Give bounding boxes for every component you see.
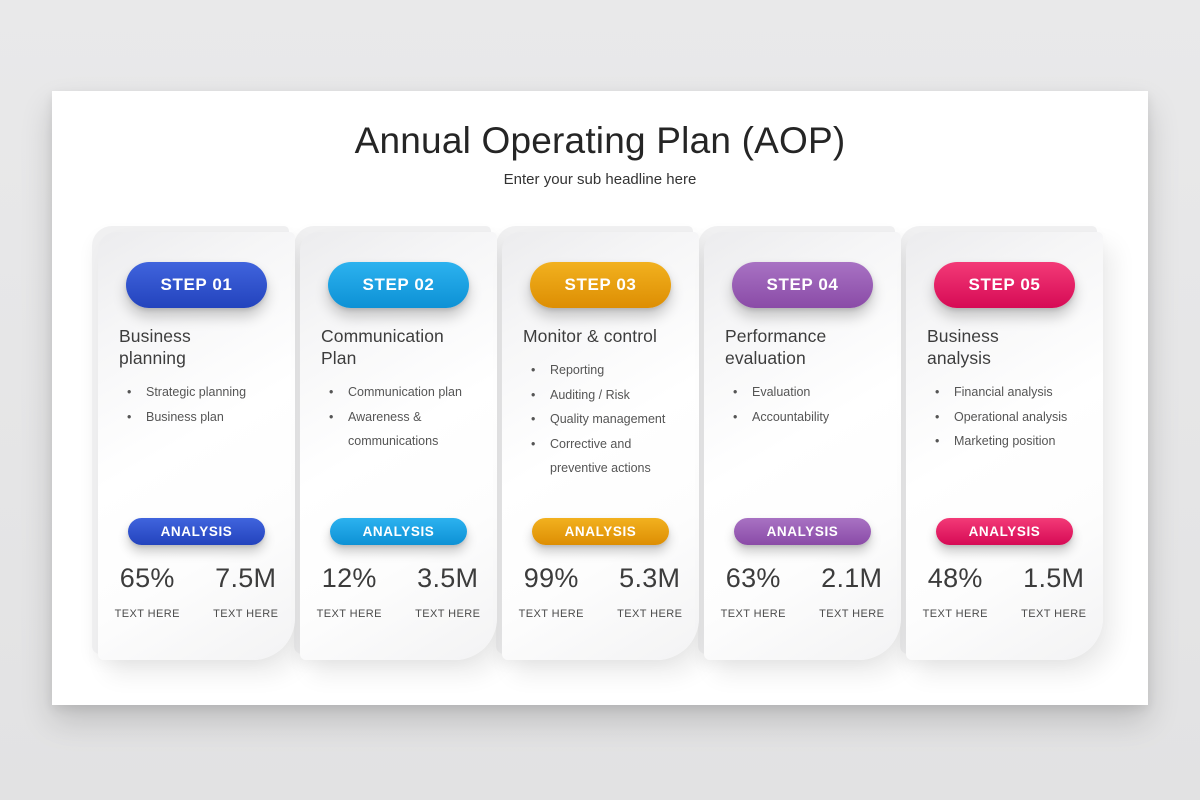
- bullet-item: Communication plan: [300, 380, 497, 405]
- step-badge-label: STEP 03: [564, 275, 637, 294]
- analysis-badge-label: ANALYSIS: [766, 524, 839, 539]
- step-title: Communication Plan: [321, 326, 444, 368]
- step-card-02: STEP 02 Communication Plan Communication…: [300, 232, 497, 660]
- step-title: Monitor & control: [523, 326, 657, 346]
- metric: 48% TEXT HERE: [906, 563, 1005, 620]
- metric-value: 12%: [321, 563, 377, 593]
- page-subtitle: Enter your sub headline here: [503, 171, 697, 188]
- analysis-badge: ANALYSIS: [936, 518, 1073, 545]
- bullet-list: Evaluation Accountability: [704, 380, 901, 429]
- metric-value: 1.5M: [1023, 563, 1085, 593]
- analysis-badge: ANALYSIS: [128, 518, 265, 545]
- metric-value: 3.5M: [417, 563, 479, 593]
- bullet-item: Quality management: [502, 407, 699, 432]
- bullet-item: Reporting: [502, 358, 699, 383]
- bullet-item: Awareness & communications: [300, 405, 497, 454]
- metric-value: 5.3M: [619, 563, 681, 593]
- metrics-row: 99% TEXT HERE 5.3M TEXT HERE: [502, 563, 699, 620]
- step-card-03: STEP 03 Monitor & control Reporting Audi…: [502, 232, 699, 660]
- bullet-item: Business plan: [98, 405, 295, 430]
- step-badge-label: STEP 02: [362, 275, 435, 294]
- metric-label: TEXT HERE: [1021, 608, 1087, 620]
- step-badge: STEP 02: [328, 262, 469, 308]
- metric-label: TEXT HERE: [617, 608, 683, 620]
- steps-row: STEP 01 Business planning Strategic plan…: [98, 232, 1103, 660]
- step-title: Business planning: [119, 326, 191, 368]
- metric-label: TEXT HERE: [518, 608, 584, 620]
- bullet-list: Financial analysis Operational analysis …: [906, 380, 1103, 454]
- bullet-item: Evaluation: [704, 380, 901, 405]
- step-badge: STEP 01: [126, 262, 267, 308]
- bullet-item: Operational analysis: [906, 405, 1103, 430]
- bullet-item: Financial analysis: [906, 380, 1103, 405]
- metric: 3.5M TEXT HERE: [399, 563, 498, 620]
- metric: 12% TEXT HERE: [300, 563, 399, 620]
- bullet-item: Accountability: [704, 405, 901, 430]
- bullet-list: Communication plan Awareness & communica…: [300, 380, 497, 454]
- step-badge-label: STEP 01: [160, 275, 233, 294]
- metric-value: 48%: [927, 563, 983, 593]
- analysis-badge: ANALYSIS: [734, 518, 871, 545]
- step-card-05: STEP 05 Business analysis Financial anal…: [906, 232, 1103, 660]
- page-title: Annual Operating Plan (AOP): [354, 120, 846, 161]
- card-bottom: ANALYSIS 65% TEXT HERE 7.5M TEXT HERE: [98, 518, 295, 620]
- metric: 7.5M TEXT HERE: [197, 563, 296, 620]
- metrics-row: 12% TEXT HERE 3.5M TEXT HERE: [300, 563, 497, 620]
- metric-label: TEXT HERE: [415, 608, 481, 620]
- card-bottom: ANALYSIS 99% TEXT HERE 5.3M TEXT HERE: [502, 518, 699, 620]
- metric-label: TEXT HERE: [922, 608, 988, 620]
- metrics-row: 65% TEXT HERE 7.5M TEXT HERE: [98, 563, 295, 620]
- step-badge: STEP 04: [732, 262, 873, 308]
- bullet-item: Marketing position: [906, 429, 1103, 454]
- metric-label: TEXT HERE: [316, 608, 382, 620]
- metric: 5.3M TEXT HERE: [601, 563, 700, 620]
- metric: 99% TEXT HERE: [502, 563, 601, 620]
- metric-value: 99%: [523, 563, 579, 593]
- step-title: Business analysis: [927, 326, 999, 368]
- step-card-04: STEP 04 Performance evaluation Evaluatio…: [704, 232, 901, 660]
- analysis-badge: ANALYSIS: [532, 518, 669, 545]
- bullet-item: Corrective and preventive actions: [502, 432, 699, 481]
- metric: 65% TEXT HERE: [98, 563, 197, 620]
- metric-label: TEXT HERE: [213, 608, 279, 620]
- metric-value: 65%: [119, 563, 175, 593]
- bullet-list: Strategic planning Business plan: [98, 380, 295, 429]
- step-card-01: STEP 01 Business planning Strategic plan…: [98, 232, 295, 660]
- metric-value: 63%: [725, 563, 781, 593]
- analysis-badge: ANALYSIS: [330, 518, 467, 545]
- analysis-badge-label: ANALYSIS: [564, 524, 637, 539]
- slide: Annual Operating Plan (AOP) Enter your s…: [52, 91, 1148, 705]
- analysis-badge-label: ANALYSIS: [968, 524, 1041, 539]
- metrics-row: 48% TEXT HERE 1.5M TEXT HERE: [906, 563, 1103, 620]
- metric: 2.1M TEXT HERE: [803, 563, 902, 620]
- step-badge-label: STEP 04: [766, 275, 839, 294]
- metrics-row: 63% TEXT HERE 2.1M TEXT HERE: [704, 563, 901, 620]
- bullet-item: Strategic planning: [98, 380, 295, 405]
- step-badge-label: STEP 05: [968, 275, 1041, 294]
- bullet-item: Auditing / Risk: [502, 383, 699, 408]
- analysis-badge-label: ANALYSIS: [160, 524, 233, 539]
- metric-value: 7.5M: [215, 563, 277, 593]
- step-title: Performance evaluation: [725, 326, 827, 368]
- step-badge: STEP 05: [934, 262, 1075, 308]
- metric: 63% TEXT HERE: [704, 563, 803, 620]
- card-bottom: ANALYSIS 48% TEXT HERE 1.5M TEXT HERE: [906, 518, 1103, 620]
- metric-label: TEXT HERE: [819, 608, 885, 620]
- metric-label: TEXT HERE: [720, 608, 786, 620]
- card-bottom: ANALYSIS 12% TEXT HERE 3.5M TEXT HERE: [300, 518, 497, 620]
- metric-label: TEXT HERE: [114, 608, 180, 620]
- bullet-list: Reporting Auditing / Risk Quality manage…: [502, 358, 699, 481]
- analysis-badge-label: ANALYSIS: [362, 524, 435, 539]
- metric-value: 2.1M: [821, 563, 883, 593]
- metric: 1.5M TEXT HERE: [1005, 563, 1104, 620]
- step-badge: STEP 03: [530, 262, 671, 308]
- card-bottom: ANALYSIS 63% TEXT HERE 2.1M TEXT HERE: [704, 518, 901, 620]
